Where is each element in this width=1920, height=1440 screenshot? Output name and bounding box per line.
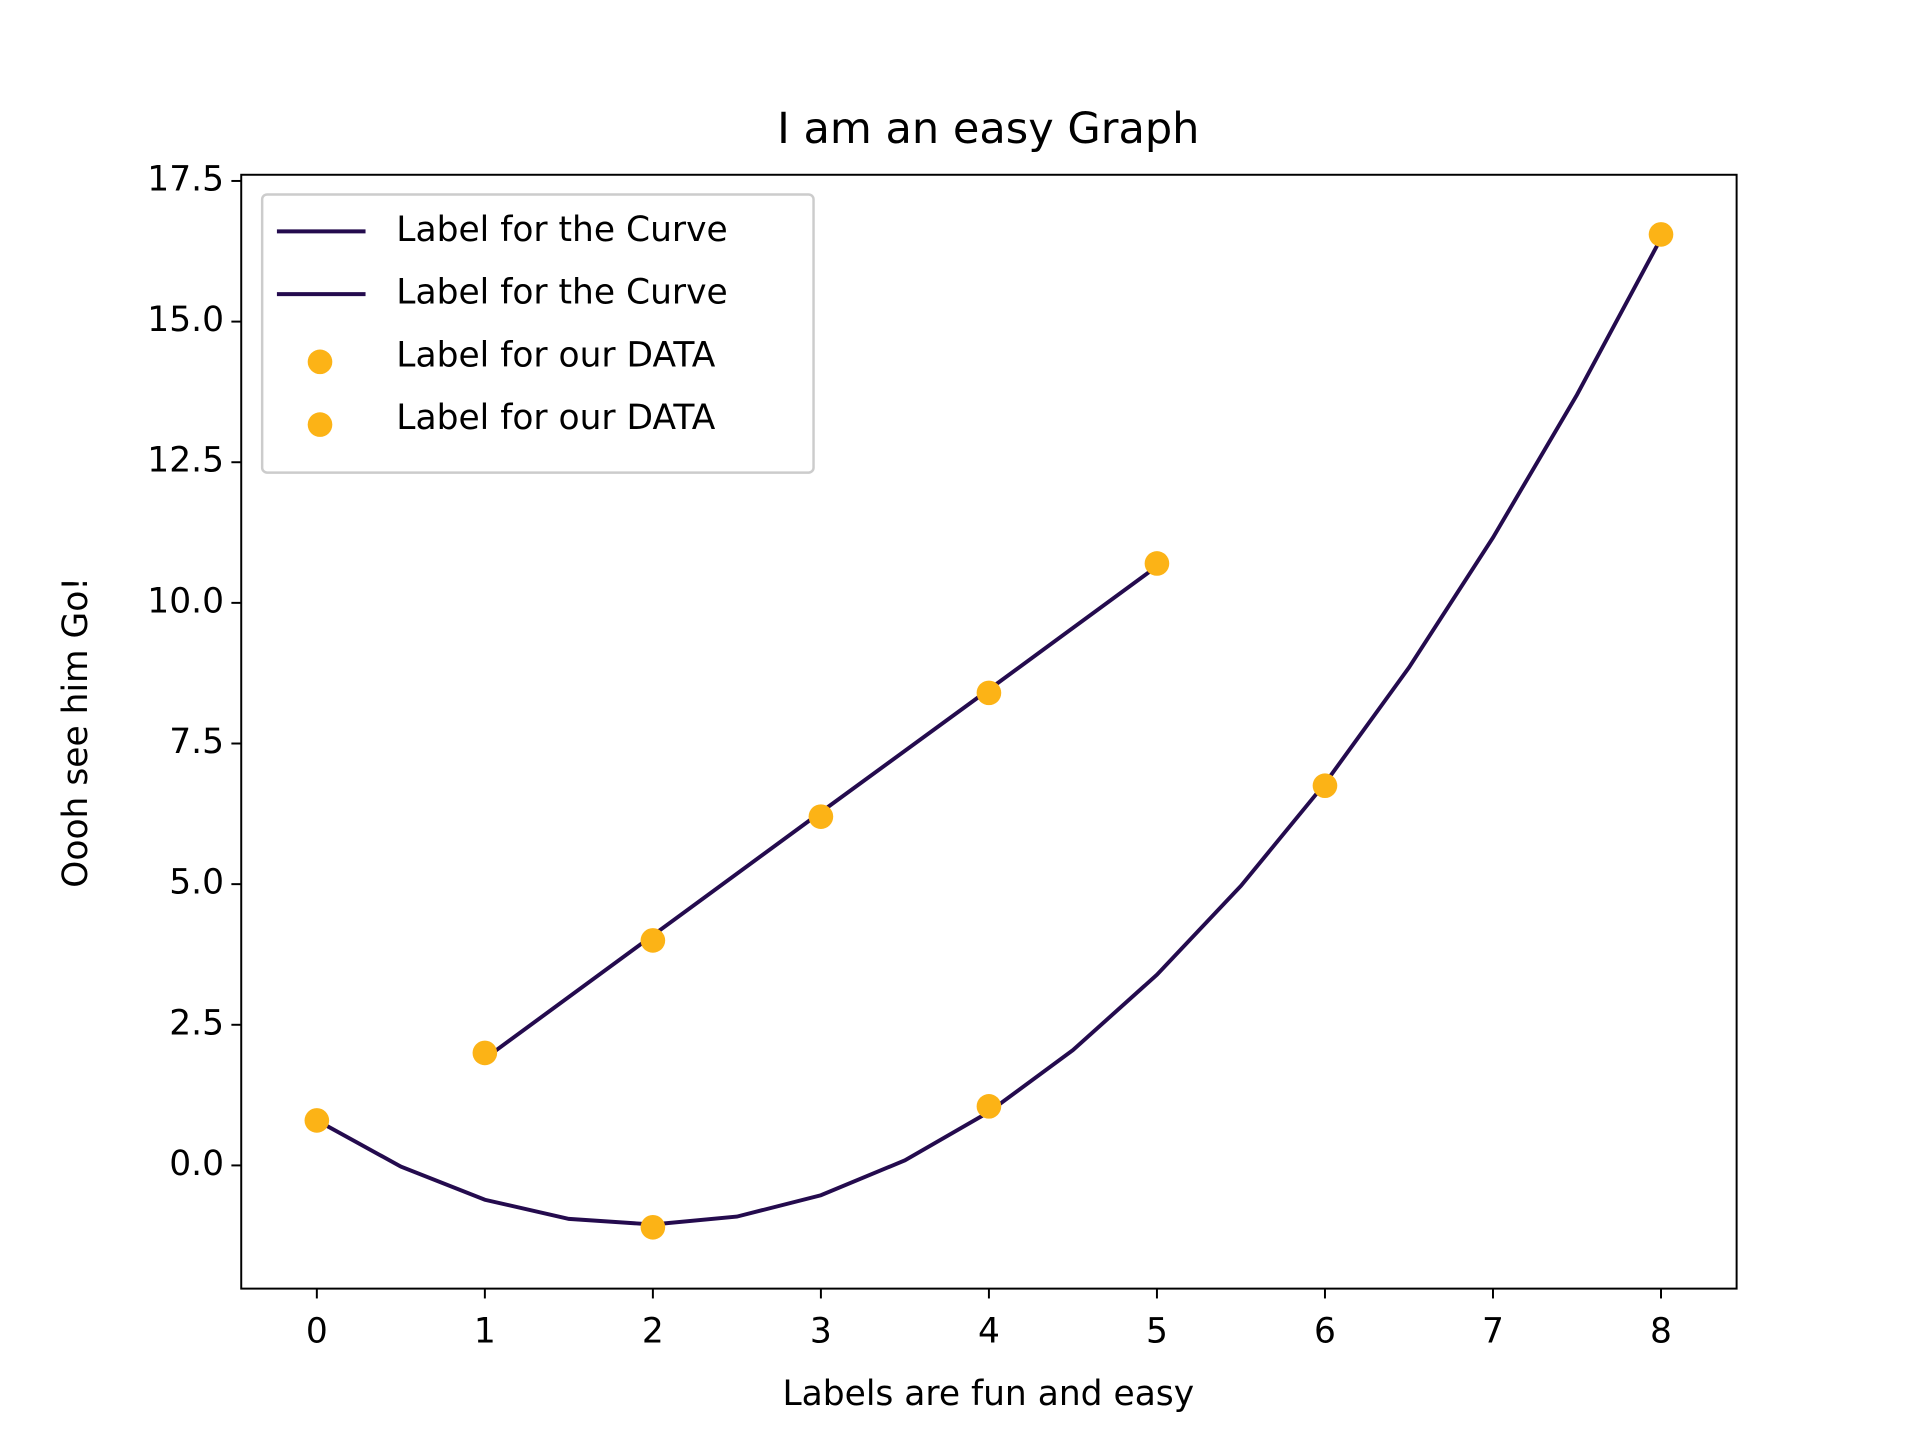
plot-frame — [240, 173, 1738, 1290]
y-tick-label: 0.0 — [169, 1144, 224, 1184]
y-tick-label: 15.0 — [147, 300, 224, 340]
legend-label: Label for the Curve — [396, 210, 727, 250]
y-tick-label: 17.5 — [147, 159, 224, 199]
y-axis-label: Oooh see him Go! — [56, 577, 96, 888]
y-tick-label: 12.5 — [147, 441, 224, 481]
scatter-point — [1312, 773, 1338, 799]
scatter-point — [1144, 551, 1170, 576]
scatter-point — [472, 1040, 498, 1066]
scatter-point — [808, 804, 834, 829]
legend-label: Label for the Curve — [396, 273, 727, 313]
y-tick-label: 2.5 — [169, 1003, 224, 1043]
chart-title: I am an easy Graph — [777, 104, 1199, 154]
x-tick-label: 4 — [978, 1311, 1000, 1351]
scatter-point — [304, 1108, 330, 1133]
legend-label: Label for our DATA — [396, 398, 715, 438]
x-tick-label: 8 — [1650, 1311, 1672, 1351]
scatter-point — [640, 1214, 666, 1240]
x-tick-label: 5 — [1146, 1311, 1168, 1351]
x-tick-label: 3 — [810, 1311, 832, 1351]
x-tick-label: 2 — [642, 1311, 664, 1351]
y-tick-label: 5.0 — [169, 863, 224, 903]
scatter-point — [640, 928, 666, 953]
legend: Label for the Curve Label for the Curve La… — [260, 193, 815, 474]
legend-marker — [307, 349, 333, 375]
x-axis-label: Labels are fun and easy — [782, 1374, 1194, 1414]
legend-label: Label for our DATA — [396, 335, 715, 375]
scatter-point — [976, 1094, 1002, 1119]
x-tick-label: 7 — [1482, 1311, 1504, 1351]
scatter-point — [976, 680, 1002, 706]
y-tick-label: 10.0 — [147, 581, 224, 621]
x-tick-label: 0 — [306, 1311, 328, 1351]
legend-box — [260, 193, 815, 474]
y-tick-label: 7.5 — [169, 722, 224, 762]
x-tick-label: 1 — [474, 1311, 496, 1351]
legend-marker — [307, 412, 333, 437]
scatter-point — [1648, 222, 1674, 247]
x-tick-label: 6 — [1314, 1311, 1336, 1351]
